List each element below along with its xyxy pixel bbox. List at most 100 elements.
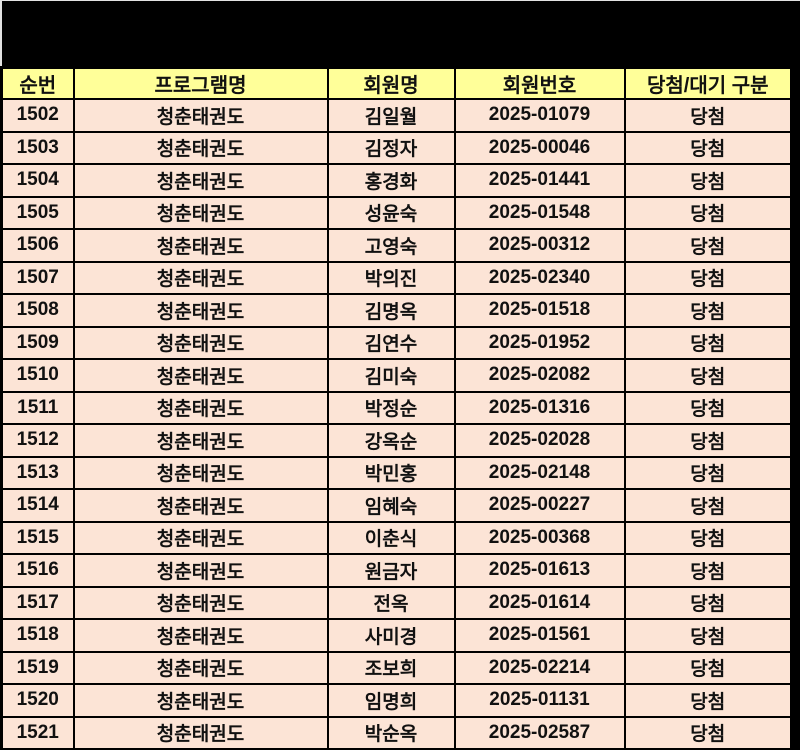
cell-member: 이춘식 [326, 520, 456, 555]
cell-number: 2025-01518 [453, 293, 626, 328]
cell-status: 당첨 [623, 683, 793, 718]
cell-status: 당첨 [623, 618, 793, 653]
cell-status: 당첨 [623, 325, 793, 360]
cell-number: 2025-01613 [453, 553, 626, 588]
table-row: 1506 청춘태권도 고영숙 2025-00312 당첨 [0, 228, 793, 263]
cell-member: 원금자 [326, 553, 456, 588]
cell-program: 청춘태권도 [72, 358, 329, 393]
cell-seq: 1513 [0, 455, 75, 490]
cell-seq: 1515 [0, 520, 75, 555]
cell-seq: 1507 [0, 260, 75, 295]
cell-program: 청춘태권도 [72, 130, 329, 165]
cell-member: 김명옥 [326, 293, 456, 328]
cell-program: 청춘태권도 [72, 195, 329, 230]
cell-number: 2025-02148 [453, 455, 626, 490]
cell-status: 당첨 [623, 650, 793, 685]
cell-member: 강옥순 [326, 423, 456, 458]
cell-program: 청춘태권도 [72, 520, 329, 555]
cell-program: 청춘태권도 [72, 488, 329, 523]
table-row: 1510 청춘태권도 김미숙 2025-02082 당첨 [0, 358, 793, 393]
cell-program: 청춘태권도 [72, 455, 329, 490]
redacted-title-banner [0, 1, 800, 66]
header-row: 순번 프로그램명 회원명 회원번호 당첨/대기 구분 [0, 66, 793, 100]
cell-seq: 1503 [0, 130, 75, 165]
cell-status: 당첨 [623, 553, 793, 588]
cell-program: 청춘태권도 [72, 715, 329, 750]
cell-member: 임혜숙 [326, 488, 456, 523]
table-row: 1507 청춘태권도 박의진 2025-02340 당첨 [0, 260, 793, 295]
cell-seq: 1508 [0, 293, 75, 328]
cell-number: 2025-00312 [453, 228, 626, 263]
cell-number: 2025-02587 [453, 715, 626, 750]
cell-seq: 1514 [0, 488, 75, 523]
cell-status: 당첨 [623, 293, 793, 328]
cell-seq: 1519 [0, 650, 75, 685]
table-row: 1504 청춘태권도 홍경화 2025-01441 당첨 [0, 163, 793, 198]
cell-status: 당첨 [623, 163, 793, 198]
cell-number: 2025-01441 [453, 163, 626, 198]
cell-status: 당첨 [623, 423, 793, 458]
cell-seq: 1505 [0, 195, 75, 230]
cell-status: 당첨 [623, 228, 793, 263]
cell-seq: 1504 [0, 163, 75, 198]
cell-status: 당첨 [623, 585, 793, 620]
cell-program: 청춘태권도 [72, 390, 329, 425]
cell-status: 당첨 [623, 130, 793, 165]
cell-member: 성윤숙 [326, 195, 456, 230]
cell-seq: 1517 [0, 585, 75, 620]
table-row: 1512 청춘태권도 강옥순 2025-02028 당첨 [0, 423, 793, 458]
cell-seq: 1520 [0, 683, 75, 718]
table-row: 1521 청춘태권도 박순옥 2025-02587 당첨 [0, 715, 793, 750]
cell-status: 당첨 [623, 260, 793, 295]
cell-status: 당첨 [623, 390, 793, 425]
cell-number: 2025-01079 [453, 98, 626, 133]
cell-member: 박의진 [326, 260, 456, 295]
cell-status: 당첨 [623, 715, 793, 750]
cell-program: 청춘태권도 [72, 683, 329, 718]
table-row: 1513 청춘태권도 박민홍 2025-02148 당첨 [0, 455, 793, 490]
cell-status: 당첨 [623, 455, 793, 490]
cell-program: 청춘태권도 [72, 98, 329, 133]
cell-seq: 1512 [0, 423, 75, 458]
cell-program: 청춘태권도 [72, 423, 329, 458]
cell-seq: 1511 [0, 390, 75, 425]
table-row: 1503 청춘태권도 김정자 2025-00046 당첨 [0, 130, 793, 165]
cell-member: 김일월 [326, 98, 456, 133]
cell-status: 당첨 [623, 98, 793, 133]
table-row: 1516 청춘태권도 원금자 2025-01613 당첨 [0, 553, 793, 588]
cell-number: 2025-02028 [453, 423, 626, 458]
cell-member: 김연수 [326, 325, 456, 360]
cell-seq: 1502 [0, 98, 75, 133]
table-row: 1508 청춘태권도 김명옥 2025-01518 당첨 [0, 293, 793, 328]
table-row: 1502 청춘태권도 김일월 2025-01079 당첨 [0, 98, 793, 133]
table-row: 1519 청춘태권도 조보희 2025-02214 당첨 [0, 650, 793, 685]
table-header: 순번 프로그램명 회원명 회원번호 당첨/대기 구분 [0, 66, 793, 100]
cell-program: 청춘태권도 [72, 650, 329, 685]
cell-number: 2025-02340 [453, 260, 626, 295]
cell-member: 홍경화 [326, 163, 456, 198]
cell-seq: 1518 [0, 618, 75, 653]
cell-number: 2025-00227 [453, 488, 626, 523]
cell-program: 청춘태권도 [72, 260, 329, 295]
cell-number: 2025-01952 [453, 325, 626, 360]
cell-program: 청춘태권도 [72, 553, 329, 588]
table-row: 1517 청춘태권도 전옥 2025-01614 당첨 [0, 585, 793, 620]
table-row: 1514 청춘태권도 임혜숙 2025-00227 당첨 [0, 488, 793, 523]
cell-program: 청춘태권도 [72, 585, 329, 620]
table-row: 1511 청춘태권도 박정순 2025-01316 당첨 [0, 390, 793, 425]
cell-status: 당첨 [623, 195, 793, 230]
cell-number: 2025-02214 [453, 650, 626, 685]
cell-number: 2025-01316 [453, 390, 626, 425]
cell-member: 고영숙 [326, 228, 456, 263]
cell-member: 박정순 [326, 390, 456, 425]
col-header-member: 회원명 [326, 66, 456, 100]
cell-program: 청춘태권도 [72, 163, 329, 198]
cell-seq: 1521 [0, 715, 75, 750]
cell-member: 김미숙 [326, 358, 456, 393]
cell-status: 당첨 [623, 520, 793, 555]
table-row: 1518 청춘태권도 사미경 2025-01561 당첨 [0, 618, 793, 653]
cell-program: 청춘태권도 [72, 618, 329, 653]
cell-program: 청춘태권도 [72, 228, 329, 263]
cell-member: 전옥 [326, 585, 456, 620]
